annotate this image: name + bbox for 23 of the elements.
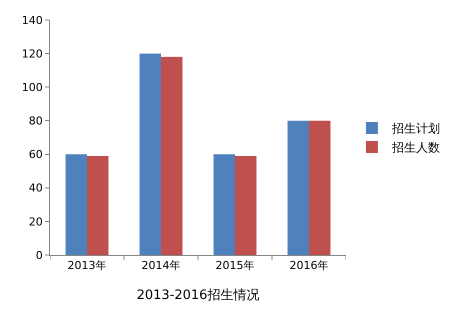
- y-tick-label: 120: [22, 47, 43, 60]
- bar: [66, 154, 87, 255]
- y-tick-label: 40: [28, 182, 43, 195]
- y-tick-label: 100: [22, 80, 43, 94]
- x-tick-label: 2013年: [68, 259, 106, 272]
- y-tick-label: 140: [22, 14, 43, 27]
- bar: [309, 120, 330, 255]
- bar: [161, 56, 182, 255]
- x-tick-label: 2015年: [216, 259, 254, 272]
- bar: [87, 156, 108, 255]
- x-axis-title: 2013-2016招生情况: [136, 288, 260, 303]
- legend-label: 招生计划: [390, 122, 440, 136]
- x-tick-label: 2016年: [290, 259, 328, 272]
- y-tick-label: 0: [36, 248, 43, 262]
- bar: [235, 156, 256, 255]
- bar: [140, 54, 161, 255]
- bar: [214, 154, 235, 255]
- y-tick-label: 80: [28, 114, 43, 128]
- x-tick-label: 2014年: [142, 259, 180, 272]
- bar: [288, 120, 309, 255]
- y-tick-label: 60: [28, 148, 43, 162]
- legend-label: 招生人数: [390, 140, 440, 155]
- y-tick-label: 20: [28, 215, 43, 228]
